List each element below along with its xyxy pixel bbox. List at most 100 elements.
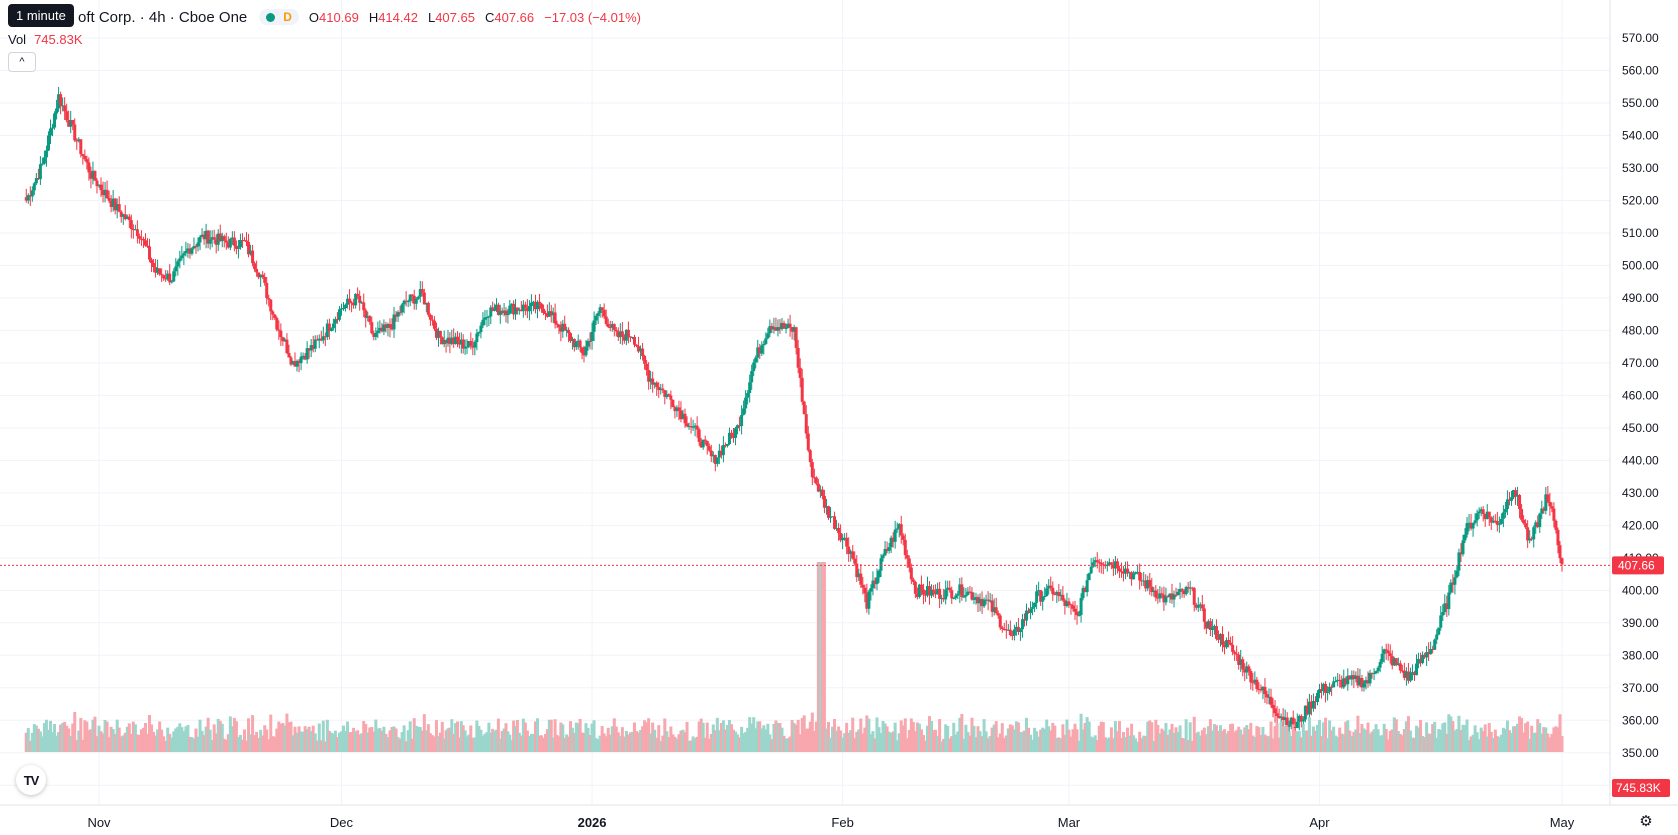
candle-body[interactable] [438, 330, 442, 338]
volume-bar[interactable] [356, 730, 360, 752]
volume-bar[interactable] [238, 734, 242, 752]
volume-bar[interactable] [1178, 725, 1182, 752]
volume-bar[interactable] [1415, 725, 1419, 752]
candle-body[interactable] [42, 157, 46, 164]
volume-bar[interactable] [921, 734, 925, 752]
candle-body[interactable] [170, 281, 174, 283]
candle-body[interactable] [1461, 540, 1465, 555]
volume-bar[interactable] [1047, 726, 1051, 752]
candle-body[interactable] [1402, 670, 1406, 678]
volume-bar[interactable] [321, 720, 325, 752]
candle-body[interactable] [1027, 610, 1031, 613]
candle-body[interactable] [1075, 611, 1079, 616]
candle-body[interactable] [514, 307, 518, 315]
volume-bar[interactable] [265, 729, 269, 752]
candle-body[interactable] [1415, 663, 1419, 676]
candle-body[interactable] [305, 348, 309, 360]
volume-bar[interactable] [847, 732, 851, 752]
volume-bar[interactable] [390, 727, 394, 752]
volume-bar[interactable] [1004, 735, 1008, 752]
candle-body[interactable] [1408, 672, 1412, 681]
volume-bar[interactable] [475, 720, 479, 752]
candle-body[interactable] [960, 584, 964, 597]
candle-body[interactable] [561, 323, 565, 332]
volume-bar[interactable] [269, 714, 273, 752]
volume-bar[interactable] [703, 737, 707, 752]
volume-bar[interactable] [1451, 721, 1455, 752]
candle-body[interactable] [87, 162, 91, 173]
volume-bar[interactable] [622, 736, 626, 752]
volume-bar[interactable] [962, 738, 966, 752]
volume-bar[interactable] [744, 732, 748, 752]
candle-body[interactable] [1487, 511, 1491, 518]
volume-bar[interactable] [1455, 728, 1459, 752]
candle-body[interactable] [1346, 675, 1350, 685]
candle-body[interactable] [679, 410, 683, 420]
candle-body[interactable] [89, 172, 93, 179]
volume-bar[interactable] [786, 738, 790, 752]
volume-bar[interactable] [1087, 721, 1091, 752]
volume-bar[interactable] [559, 722, 563, 752]
candle-body[interactable] [1423, 654, 1427, 658]
candle-body[interactable] [1374, 671, 1378, 674]
volume-bar[interactable] [30, 732, 34, 752]
candle-body[interactable] [1237, 654, 1241, 665]
candle-body[interactable] [962, 596, 966, 598]
candle-body[interactable] [309, 345, 313, 351]
volume-bar[interactable] [1057, 737, 1061, 752]
candle-body[interactable] [784, 328, 788, 330]
candle-body[interactable] [1548, 501, 1552, 507]
volume-bar[interactable] [327, 730, 331, 752]
candle-body[interactable] [253, 263, 257, 269]
volume-bar[interactable] [1289, 736, 1293, 752]
candle-body[interactable] [1501, 512, 1505, 519]
candle-body[interactable] [1338, 679, 1342, 681]
volume-bar[interactable] [1146, 721, 1150, 752]
candle-body[interactable] [164, 278, 168, 280]
volume-bar[interactable] [1400, 735, 1404, 752]
candle-body[interactable] [869, 588, 873, 592]
volume-bar[interactable] [891, 731, 895, 752]
volume-bar[interactable] [440, 721, 444, 752]
volume-bar[interactable] [1512, 726, 1516, 752]
volume-bar[interactable] [1412, 737, 1416, 752]
candle-body[interactable] [655, 382, 659, 388]
volume-bar[interactable] [1285, 725, 1289, 752]
volume-bar[interactable] [661, 735, 665, 752]
volume-bar[interactable] [188, 736, 192, 752]
volume-bar[interactable] [1439, 729, 1443, 752]
volume-bar[interactable] [742, 733, 746, 752]
candle-body[interactable] [1119, 571, 1123, 573]
candle-body[interactable] [81, 154, 85, 157]
volume-bar[interactable] [1425, 722, 1429, 752]
volume-bar[interactable] [1160, 728, 1164, 752]
candle-body[interactable] [1362, 683, 1366, 688]
candle-body[interactable] [57, 94, 61, 109]
candle-body[interactable] [485, 317, 489, 319]
volume-bar[interactable] [942, 738, 946, 752]
volume-bar[interactable] [701, 722, 705, 752]
volume-bar[interactable] [1459, 729, 1463, 752]
candle-body[interactable] [1085, 580, 1089, 593]
volume-bar[interactable] [1031, 739, 1035, 752]
volume-bar[interactable] [1180, 737, 1184, 752]
volume-bar[interactable] [354, 731, 358, 752]
candle-body[interactable] [222, 236, 226, 241]
volume-bar[interactable] [459, 721, 463, 752]
volume-bar[interactable] [1378, 735, 1382, 752]
volume-bar[interactable] [738, 737, 742, 752]
candle-body[interactable] [543, 313, 547, 315]
candle-body[interactable] [565, 329, 569, 331]
volume-bar[interactable] [285, 713, 289, 752]
candle-body[interactable] [208, 239, 212, 244]
candle-body[interactable] [1554, 520, 1558, 530]
candle-body[interactable] [519, 309, 523, 312]
volume-bar[interactable] [966, 731, 970, 752]
collapse-legend-button[interactable]: ^ [8, 52, 36, 72]
candle-body[interactable] [649, 378, 653, 382]
volume-bar[interactable] [829, 737, 832, 752]
candle-body[interactable] [774, 327, 778, 331]
volume-bar[interactable] [1307, 717, 1311, 752]
candle-body[interactable] [637, 346, 641, 352]
volume-bar[interactable] [117, 727, 121, 752]
